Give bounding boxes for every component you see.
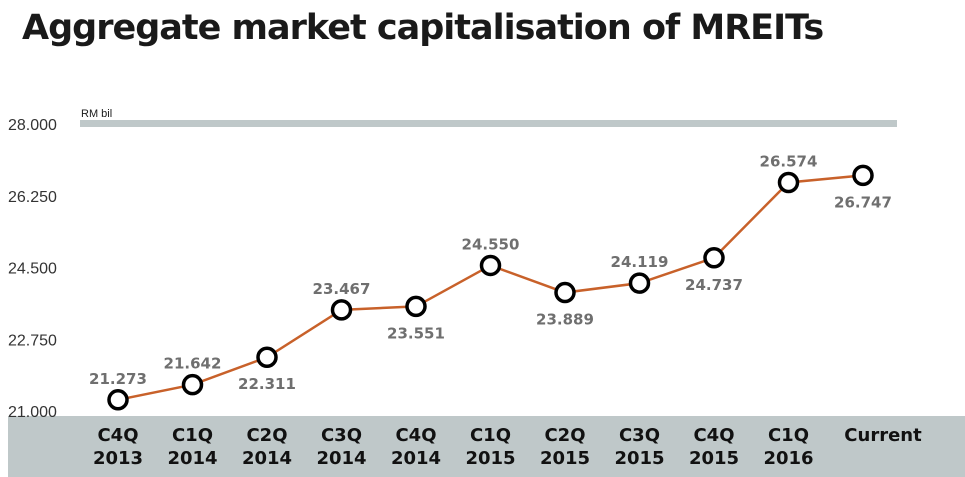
series-line (117, 174, 864, 402)
y-tick-label: 24.500 (8, 261, 57, 278)
data-label: 26.747 (834, 193, 892, 211)
data-label: 24.550 (462, 235, 520, 253)
x-tick-label: C3Q 2015 (614, 425, 664, 469)
x-tick-label: C1Q 2016 (763, 425, 813, 469)
data-point (554, 281, 576, 304)
data-labels: 21.273 21.642 22.311 23.467 23.551 24.550 23.8… (89, 152, 892, 393)
unit-label: RM bil (81, 108, 112, 120)
data-point (852, 164, 874, 187)
data-label: 21.642 (164, 355, 222, 373)
data-point (405, 295, 427, 318)
data-point (777, 171, 800, 194)
x-tick-label: C1Q 2014 (167, 425, 217, 469)
data-point (703, 247, 725, 269)
data-points (107, 164, 874, 411)
data-point (479, 254, 502, 277)
chart-title: Aggregate market capitalisation of MREIT… (22, 8, 824, 48)
x-tick-label: Current (844, 425, 922, 446)
y-tick-label: 28.000 (8, 117, 57, 134)
data-label: 23.467 (313, 280, 371, 298)
x-tick-label: C2Q 2015 (540, 425, 590, 469)
x-axis-band (8, 416, 965, 477)
data-label: 24.119 (611, 253, 669, 271)
x-tick-label: C1Q 2015 (465, 425, 515, 469)
max-gridline-band (80, 120, 897, 127)
data-point (330, 299, 353, 321)
x-axis: C4Q 2013 C1Q 2014 C2Q 2014 C3Q 2014 C4Q 2014 C1Q 20… (93, 425, 922, 469)
x-tick-label: C4Q 2013 (93, 425, 143, 469)
data-label: 23.889 (536, 311, 594, 329)
data-label: 26.574 (760, 152, 818, 170)
y-axis: 21.000 22.750 24.500 26.250 28.000 (8, 117, 57, 421)
x-tick-label: C4Q 2015 (689, 425, 739, 469)
y-tick-label: 21.000 (8, 404, 57, 421)
data-point (181, 373, 204, 396)
x-tick-label: C2Q 2014 (242, 425, 292, 469)
data-label: 22.311 (238, 375, 296, 393)
y-tick-label: 22.750 (8, 332, 57, 349)
data-label: 23.551 (387, 324, 445, 342)
data-label: 21.273 (89, 370, 147, 388)
data-point (628, 272, 651, 294)
x-tick-label: C4Q 2014 (391, 425, 441, 469)
data-label: 24.737 (685, 276, 743, 294)
data-point (107, 389, 129, 411)
data-point (256, 346, 278, 368)
y-tick-label: 26.250 (8, 189, 57, 206)
x-tick-label: C3Q 2014 (316, 425, 366, 469)
